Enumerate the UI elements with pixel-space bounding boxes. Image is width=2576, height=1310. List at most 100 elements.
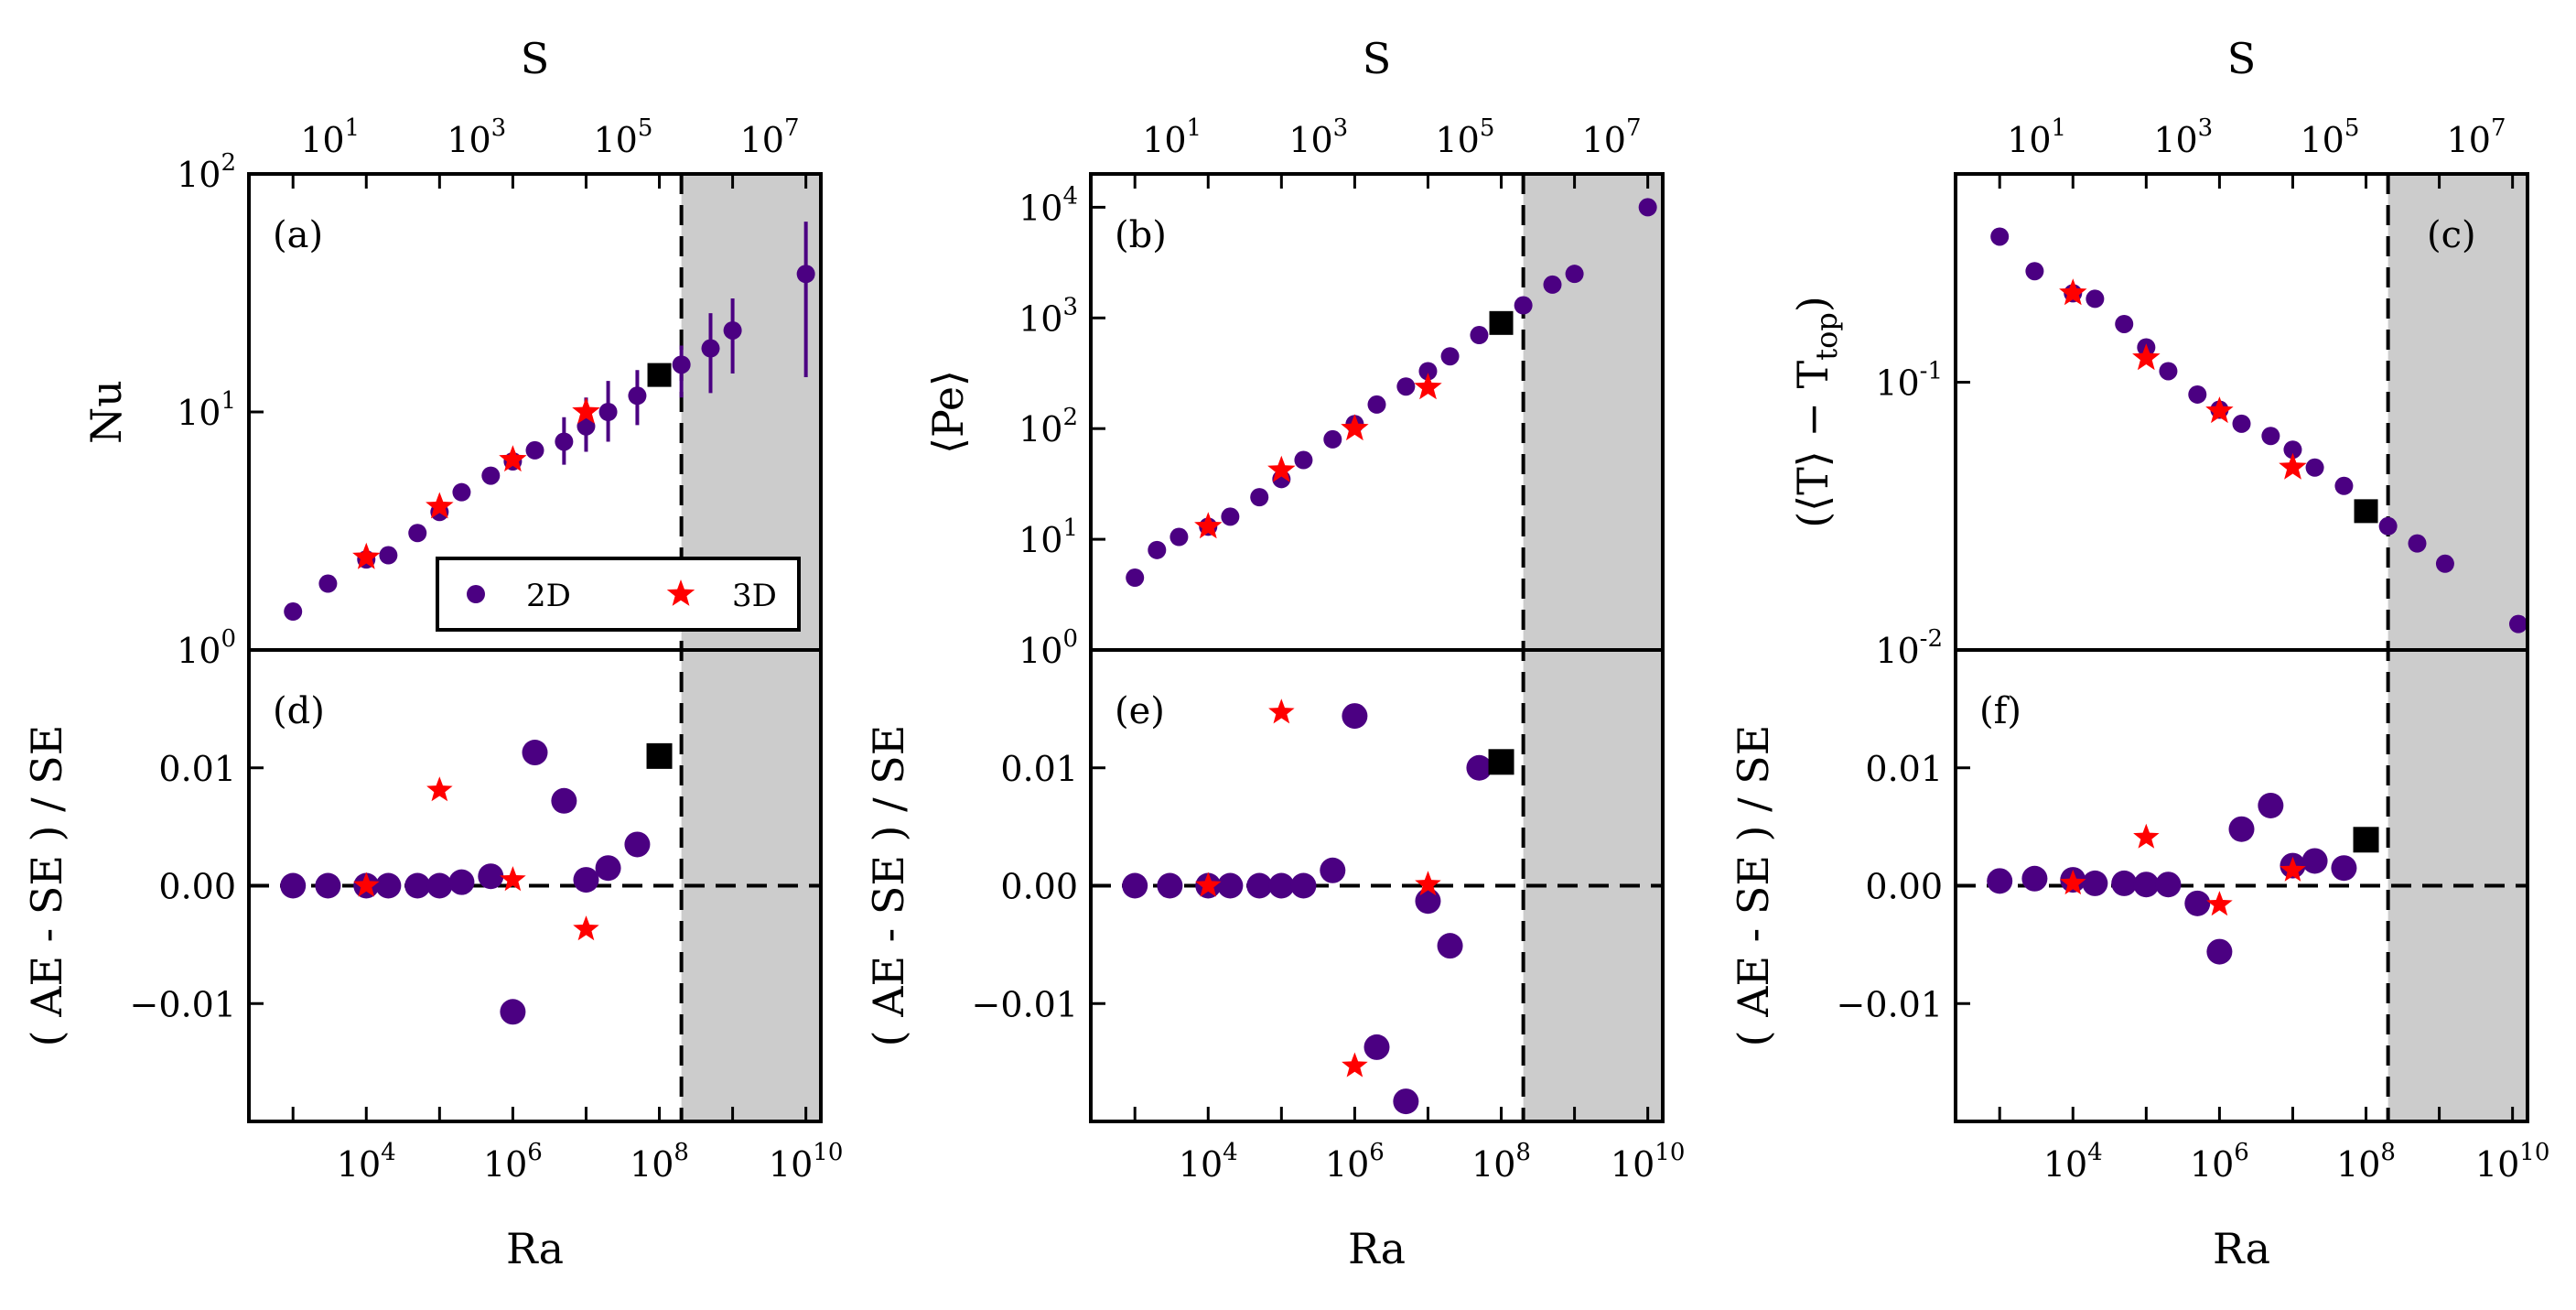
top-tick-label: 105	[2300, 114, 2359, 160]
y-tick-label: 101	[177, 387, 236, 433]
y-tick-label-bottom: −0.01	[130, 984, 236, 1024]
tick-base: 10	[593, 120, 637, 160]
diff-point-2d	[2184, 890, 2211, 916]
top-axis-label: S	[521, 34, 550, 83]
tick-exponent: 6	[1369, 1139, 1385, 1166]
tick-exponent: 10	[1654, 1139, 1685, 1166]
diff-point-2d	[2301, 848, 2328, 874]
point-highlight	[2354, 499, 2378, 524]
point-2d	[2508, 614, 2527, 633]
top-tick-label: 103	[2153, 114, 2213, 160]
tick-base: 10	[2336, 1144, 2380, 1185]
tick-base: 10	[300, 120, 344, 160]
diff-point-2d	[1290, 872, 1317, 899]
diff-point-2d	[2331, 855, 2357, 882]
y-label-text: Nu	[81, 380, 131, 444]
diff-point-2d	[448, 869, 475, 895]
tick-base: 10	[1019, 409, 1062, 449]
diff-point-2d	[624, 831, 651, 858]
point-3d	[426, 492, 454, 519]
diff-point-2d	[2133, 872, 2160, 898]
diff-point-highlight	[2353, 827, 2379, 853]
tick-base: 10	[1582, 120, 1626, 160]
point-2d	[2025, 262, 2044, 281]
diff-point-2d	[1415, 888, 1441, 915]
shaded-region-top	[1523, 174, 1663, 650]
legend: 2D 3D	[436, 557, 801, 632]
shaded-region-top	[2387, 174, 2527, 650]
y-tick-label-bottom: −0.01	[972, 984, 1078, 1024]
tick-exponent: 1	[221, 387, 236, 415]
top-tick-label: 101	[1142, 114, 1202, 160]
point-2d	[1514, 296, 1533, 315]
y-label-text: ⟨Pe⟩	[923, 370, 973, 454]
diff-point-2d	[500, 999, 526, 1025]
diff-point-2d	[404, 872, 431, 899]
point-2d	[1323, 429, 1342, 449]
point-2d	[2232, 414, 2251, 433]
point-3d	[2205, 396, 2234, 424]
top-tick-label: 105	[1435, 114, 1494, 160]
tick-exponent: 4	[1223, 1139, 1238, 1166]
point-highlight	[647, 363, 672, 387]
point-2d	[1543, 275, 1562, 294]
diff-point-3d	[1195, 872, 1222, 897]
y-tick-label: 101	[1019, 514, 1078, 560]
diff-point-3d	[2060, 869, 2086, 895]
y-label-subscript: top	[1809, 312, 1844, 361]
tick-base: 10	[1019, 520, 1062, 560]
diff-point-3d	[573, 915, 599, 941]
x-tick-label: 1010	[1611, 1139, 1685, 1185]
point-2d	[2435, 554, 2454, 573]
x-axis-label: Ra	[2213, 1224, 2270, 1273]
tick-exponent: 1	[1062, 514, 1078, 542]
tick-base: 10	[1875, 631, 1919, 671]
x-tick-label: 108	[1471, 1139, 1531, 1185]
y-tick-label: 102	[177, 149, 236, 195]
point-3d	[352, 542, 381, 569]
legend-marker-2d	[467, 585, 485, 603]
point-2d	[1638, 198, 1657, 217]
diff-point-2d	[1217, 872, 1244, 899]
point-3d	[1194, 512, 1223, 539]
y-tick-label: 10-1	[1875, 358, 1943, 404]
x-tick-label: 106	[483, 1139, 543, 1185]
y-tick-label-bottom: −0.01	[1837, 984, 1943, 1024]
y-axis-label-bottom: ( AE - SE ) / SE	[864, 725, 913, 1047]
diff-point-2d	[1363, 1034, 1390, 1060]
diff-point-2d	[315, 872, 341, 899]
diff-point-2d	[1466, 754, 1493, 781]
top-tick-label: 105	[593, 114, 652, 160]
tick-exponent: 6	[527, 1139, 543, 1166]
x-tick-label: 1010	[2475, 1139, 2549, 1185]
top-tick-label: 103	[1288, 114, 1348, 160]
point-2d	[1990, 227, 2010, 246]
tick-base: 10	[1019, 298, 1062, 339]
tick-base: 10	[2447, 120, 2491, 160]
tick-exponent: 2	[221, 149, 236, 177]
diff-point-2d	[280, 872, 307, 899]
tick-base: 10	[2007, 120, 2051, 160]
point-3d	[499, 445, 527, 472]
panel-label-d: (d)	[273, 690, 325, 732]
point-2d	[2378, 516, 2398, 536]
point-2d	[318, 574, 338, 593]
y-axis-label-bottom: ( AE - SE ) / SE	[1729, 725, 1778, 1047]
point-2d	[1250, 488, 1269, 507]
diff-point-2d	[1987, 868, 2013, 894]
diff-point-2d	[1122, 872, 1148, 899]
diff-point-2d	[2258, 792, 2284, 818]
point-2d	[1440, 347, 1460, 366]
x-tick-label: 106	[1325, 1139, 1385, 1185]
tick-base: 10	[1019, 188, 1062, 228]
y-label-text: (⟨T⟩ − T	[1788, 360, 1838, 527]
tick-exponent: 7	[784, 114, 800, 142]
point-2d	[577, 417, 596, 436]
point-2d	[284, 602, 303, 622]
tick-exponent: 4	[1062, 182, 1078, 210]
diff-point-2d	[2021, 865, 2048, 892]
point-2d	[1126, 568, 1145, 588]
point-2d	[1565, 265, 1584, 284]
